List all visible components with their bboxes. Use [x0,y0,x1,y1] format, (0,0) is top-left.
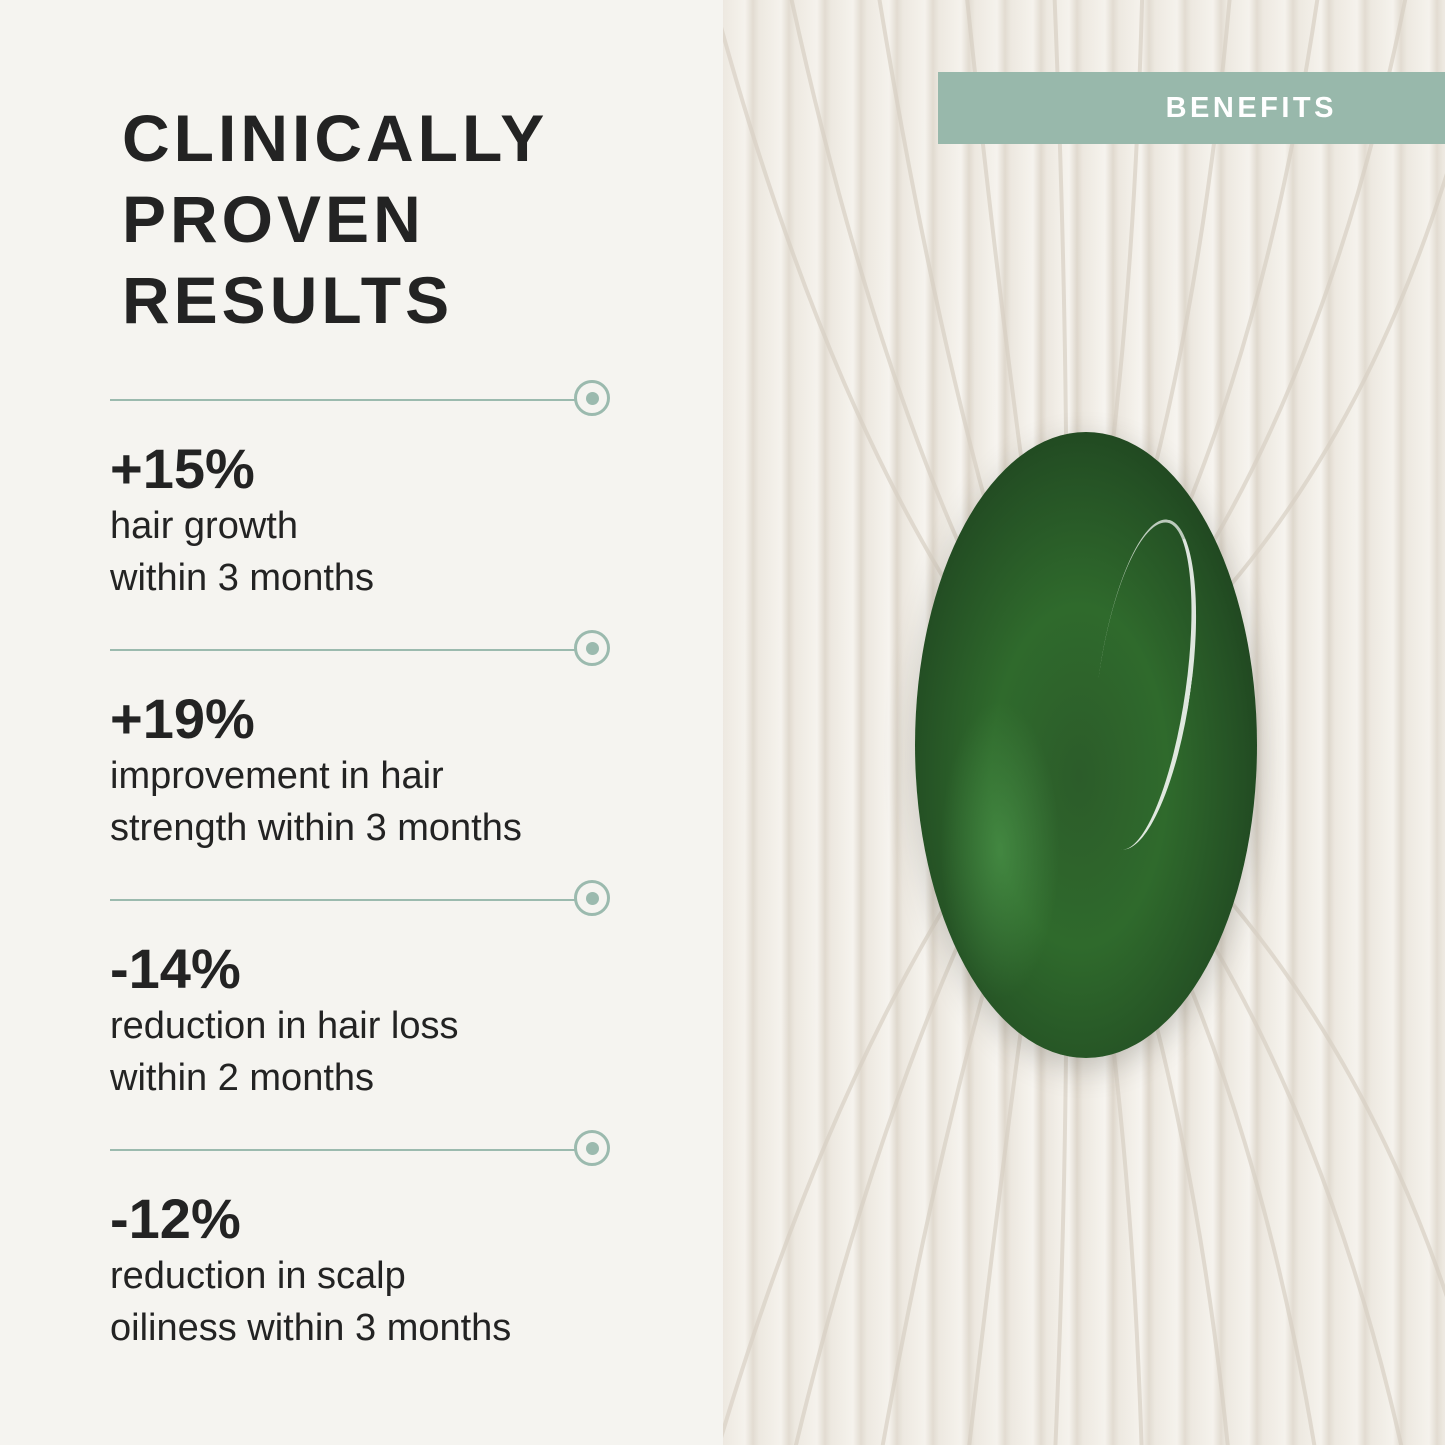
divider [110,380,620,420]
stat-description-line1: hair growth [110,505,298,547]
divider [110,630,620,670]
stat-item: +15% hair growth within 3 months [110,380,620,604]
divider-line [110,399,590,401]
divider-line [110,649,590,651]
stat-value: -12% [110,1187,241,1250]
softgel-capsule-image [915,432,1257,1058]
target-dot-icon [574,1130,610,1166]
target-dot-icon [574,880,610,916]
target-dot-icon [574,380,610,416]
stat-item: -12% reduction in scalp oiliness within … [110,1130,620,1354]
title-line-3: RESULTS [122,263,454,337]
benefits-badge: BENEFITS [938,72,1445,144]
target-dot-icon [574,630,610,666]
stat-item: -14% reduction in hair loss within 2 mon… [110,880,620,1104]
page-title: CLINICALLY PROVEN RESULTS [122,98,548,341]
title-line-2: PROVEN [122,182,425,256]
divider [110,880,620,920]
stat-description-line1: reduction in scalp [110,1255,406,1297]
divider-line [110,1149,590,1151]
stat-value: +19% [110,687,255,750]
stat-description-line1: improvement in hair [110,755,444,797]
stat-description-line2: strength within 3 months [110,807,522,849]
stat-value: -14% [110,937,241,1000]
title-line-1: CLINICALLY [122,101,549,175]
stat-description-line2: within 3 months [110,557,375,599]
stat-description-line1: reduction in hair loss [110,1005,459,1047]
stat-item: +19% improvement in hair strength within… [110,630,620,854]
divider [110,1130,620,1170]
capsule-glow [940,700,1060,1000]
divider-line [110,899,590,901]
left-panel: CLINICALLY PROVEN RESULTS +15% hair grow… [110,98,620,1354]
badge-label: BENEFITS [1165,91,1337,124]
stat-description-line2: oiliness within 3 months [110,1307,512,1349]
stat-value: +15% [110,437,255,500]
stat-description-line2: within 2 months [110,1057,375,1099]
